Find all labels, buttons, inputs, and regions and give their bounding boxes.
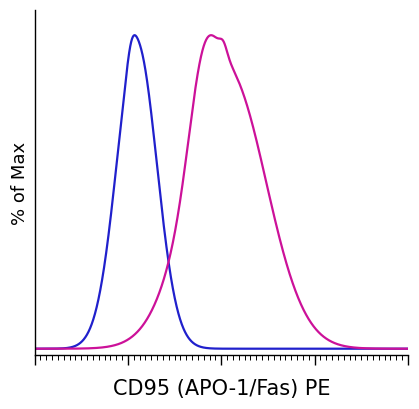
Y-axis label: % of Max: % of Max xyxy=(11,142,29,225)
X-axis label: CD95 (APO-1/Fas) PE: CD95 (APO-1/Fas) PE xyxy=(113,378,330,398)
